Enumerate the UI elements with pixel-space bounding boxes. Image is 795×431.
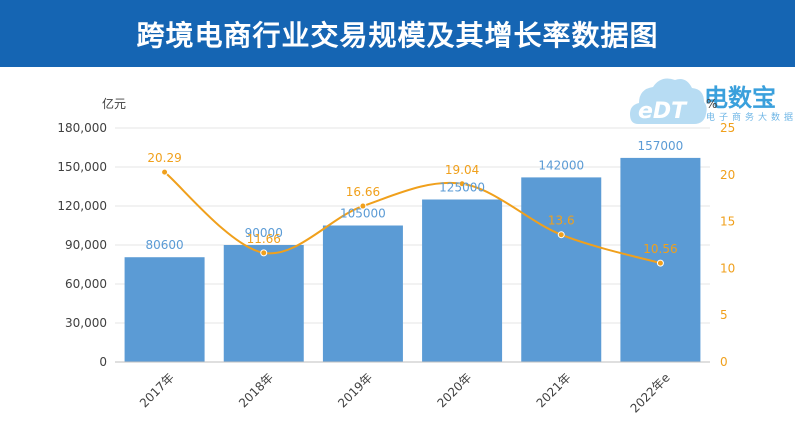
line-value-label: 11.66 [247,232,281,246]
y-right-axis-label: % [706,97,717,111]
bar-value-label: 157000 [638,139,684,153]
y-right-tick-label: 0 [720,355,728,369]
logo-mark: eDT [638,99,688,124]
bar [521,177,602,362]
x-tick-label: 2022年e [628,370,673,415]
line-series [161,168,664,267]
chart-area: 0 30,000 60,000 90,000 120,000 150,000 180,000… [57,96,735,416]
y-left-tick-label: 150,000 [57,160,107,174]
bar-value-label: 90000 [245,226,283,240]
y-right-tick-label: 25 [720,121,735,135]
y-left-tick-label: 90,000 [65,238,107,252]
x-tick-label: 2021年 [534,370,574,410]
page-title: 跨境电商行业交易规模及其增长率数据图 [136,19,659,52]
growth-rate-point [458,180,466,188]
x-tick-label: 2017年 [137,370,177,410]
line-value-label: 10.56 [643,242,677,256]
bar-series [124,157,701,362]
y-right-tick-label: 15 [720,215,735,229]
page-header: 跨境电商行业交易规模及其增长率数据图 [0,0,795,67]
line-value-label: 19.04 [445,163,479,177]
data-labels: 80600 90000 105000 125000 142000 157000 20.29 1… [145,139,683,256]
bar-value-label: 142000 [538,158,584,172]
y-left-tick-label: 180,000 [57,121,107,135]
bar [422,199,503,362]
y-right-tick-label: 5 [720,308,728,322]
x-tick-label: 2019年 [335,370,375,410]
y-right-tick-label: 10 [720,261,735,275]
bar [322,225,403,362]
growth-rate-point [161,168,169,176]
bar-value-label: 105000 [340,207,386,221]
growth-rate-point [557,231,565,239]
y-left-tick-label: 30,000 [65,316,107,330]
bar [223,245,304,362]
logo-subtitle: 电子商务大数据库 [706,113,795,123]
bar-value-label: 125000 [439,181,485,195]
line-value-label: 16.66 [346,185,380,199]
growth-rate-line [163,171,661,265]
y-right-tick-label: 20 [720,168,735,182]
line-value-label: 13.6 [548,214,575,228]
growth-rate-point [656,259,664,267]
y-left-tick-label: 120,000 [57,199,107,213]
line-value-label: 20.29 [147,151,181,165]
logo-brand-text: 电数宝 [704,84,776,112]
y-left-axis-label: 亿元 [102,96,126,111]
x-tick-label: 2018年 [236,370,276,410]
cloud-logo-icon: eDT [630,78,707,124]
bar [124,257,205,362]
y-left-tick-label: 0 [99,355,107,369]
growth-rate-point [359,202,367,210]
x-tick-label: 2020年 [434,370,474,410]
brand-logo: eDT 电数宝 电子商务大数据库 [628,72,795,132]
bar-value-label: 80600 [145,238,183,252]
growth-rate-point [260,249,268,257]
y-left-tick-label: 60,000 [65,277,107,291]
